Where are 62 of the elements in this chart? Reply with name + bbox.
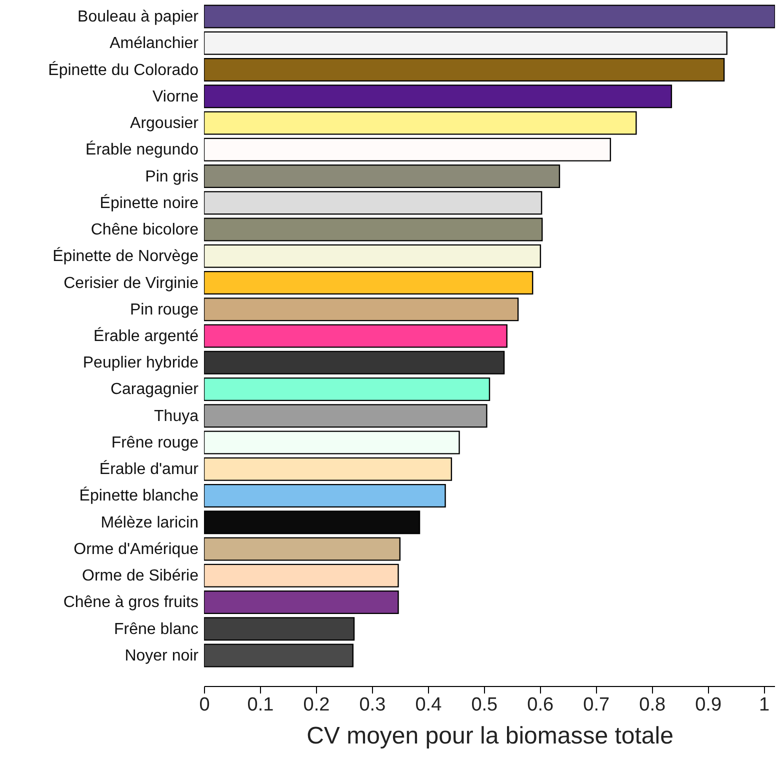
x-tick-label: 0.8 xyxy=(639,694,666,716)
bar xyxy=(204,84,672,108)
x-tick-label: 0.7 xyxy=(583,694,610,716)
bar xyxy=(204,644,354,668)
y-tick-label: Cerisier de Virginie xyxy=(64,274,199,292)
y-tick-label: Pin gris xyxy=(145,168,198,186)
bar xyxy=(204,218,543,242)
x-tick-label: 0.1 xyxy=(247,694,274,716)
bar xyxy=(204,298,519,322)
x-axis-title: CV moyen pour la biomasse totale xyxy=(306,722,674,750)
bar xyxy=(204,430,460,454)
bar xyxy=(204,564,399,588)
y-tick-label: Érable d'amur xyxy=(99,460,200,478)
bar xyxy=(204,58,725,82)
y-tick-label: Caragagnier xyxy=(110,381,200,398)
x-tick-label: 0.2 xyxy=(303,694,330,716)
bar xyxy=(204,164,560,188)
bar xyxy=(204,510,420,534)
y-tick-label: Chêne à gros fruits xyxy=(63,594,198,612)
y-tick-label: Orme d'Amérique xyxy=(74,540,199,558)
x-tick-label: 0.5 xyxy=(471,694,498,716)
bar xyxy=(204,590,399,614)
y-tick-label: Thuya xyxy=(154,408,199,425)
bar xyxy=(204,617,355,641)
y-tick-label: Épinette blanche xyxy=(79,486,199,505)
y-tick-label: Peuplier hybride xyxy=(82,354,199,372)
bar xyxy=(204,537,401,561)
y-tick-label: Pin rouge xyxy=(130,301,199,318)
bar xyxy=(204,457,452,481)
y-tick-label: Mélèze laricin xyxy=(100,514,198,532)
x-tick-label: 0.6 xyxy=(527,694,554,716)
y-tick-label: Orme de Sibérie xyxy=(82,568,199,585)
y-tick-label: Érable argenté xyxy=(94,327,199,345)
x-tick-label: 1 xyxy=(759,694,770,716)
bar xyxy=(204,111,637,135)
bar xyxy=(204,4,775,28)
y-tick-label: Épinette de Norvège xyxy=(52,247,199,266)
bar xyxy=(204,377,490,402)
x-tick-label: 0.4 xyxy=(415,694,442,716)
bar xyxy=(204,244,542,268)
y-tick-label: Bouleau à papier xyxy=(78,8,200,26)
bar xyxy=(204,270,534,295)
x-tick-label: 0 xyxy=(199,694,210,716)
y-tick-label: Épinette du Colorado xyxy=(48,60,199,79)
bar xyxy=(204,324,508,348)
y-tick-label: Érable negundo xyxy=(86,140,199,159)
y-tick-label: Viorne xyxy=(152,88,199,106)
y-tick-label: Frêne rouge xyxy=(111,434,199,452)
y-tick-label: Chêne bicolore xyxy=(90,222,199,239)
y-tick-label: Frêne blanc xyxy=(114,620,198,638)
y-tick-label: Amélanchier xyxy=(110,35,200,52)
bar xyxy=(204,138,612,162)
bar xyxy=(204,31,728,55)
bar xyxy=(204,484,446,508)
bar xyxy=(204,350,505,374)
y-tick-label: Noyer noir xyxy=(124,647,200,664)
y-tick-label: Épinette noire xyxy=(100,194,199,212)
y-tick-label: Argousier xyxy=(130,115,200,132)
x-tick-label: 0.3 xyxy=(359,694,386,716)
bar xyxy=(204,404,488,428)
bar xyxy=(204,191,542,215)
x-tick-label: 0.9 xyxy=(695,694,722,716)
